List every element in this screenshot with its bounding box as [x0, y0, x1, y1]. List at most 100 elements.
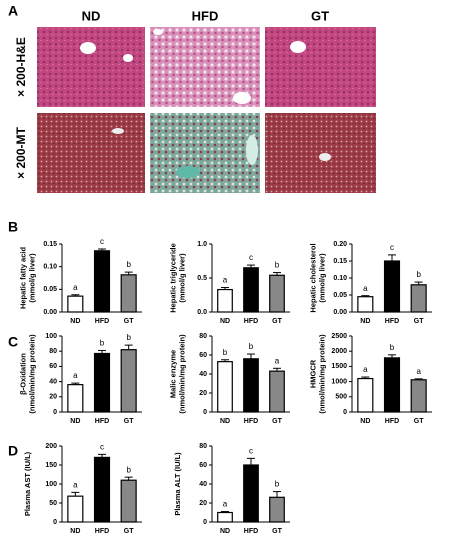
x-tick-label: GT [272, 528, 282, 535]
y-tick-label: 0.00 [43, 309, 57, 316]
y-tick-label: 100 [45, 481, 57, 488]
bar [269, 496, 285, 523]
significance-letter: b [223, 348, 228, 357]
bar [217, 511, 233, 523]
x-tick-label: GT [272, 318, 282, 325]
y-tick-label: 0.00 [333, 309, 347, 316]
x-tick-label: HFD [244, 528, 258, 535]
row-header: × 200-H&E [14, 37, 28, 97]
significance-letter: a [223, 500, 228, 509]
y-tick-label: 40 [49, 378, 57, 385]
x-tick-label: GT [124, 318, 134, 325]
x-tick-label: HFD [95, 418, 109, 425]
bar [93, 250, 111, 313]
significance-letter: b [126, 465, 131, 474]
bar [243, 267, 259, 313]
x-tick-label: ND [360, 418, 370, 425]
y-tick-label: 2500 [331, 333, 347, 340]
y-axis-label: Plasma AST (IU/L) [23, 451, 32, 516]
y-tick-label: 0 [53, 409, 57, 416]
bar [410, 284, 427, 313]
x-tick-label: ND [220, 318, 230, 325]
bar [217, 361, 233, 413]
bar [243, 464, 259, 523]
x-tick-label: HFD [244, 418, 258, 425]
y-tick-label: 40 [199, 371, 207, 378]
x-tick-label: ND [360, 318, 370, 325]
bar [120, 274, 137, 313]
y-axis-label: (mmol/g liver) [177, 253, 186, 303]
column-header: GT [311, 8, 329, 23]
y-tick-label: 20 [199, 500, 207, 507]
bar [410, 379, 427, 413]
bar [269, 274, 285, 313]
y-tick-label: 0.0 [197, 309, 207, 316]
y-tick-label: 1.0 [197, 241, 207, 248]
y-tick-label: 20 [49, 394, 57, 401]
y-axis-label: Hepatic cholesterol [308, 243, 317, 312]
significance-letter: b [416, 270, 421, 279]
bar [67, 295, 84, 313]
y-tick-label: 0.5 [197, 275, 207, 282]
column-header: ND [82, 8, 101, 23]
micrographs [37, 27, 376, 193]
bar [357, 296, 374, 313]
y-tick-label: 60 [199, 462, 207, 469]
panel-label: D [8, 443, 18, 459]
significance-letter: a [416, 367, 421, 376]
y-tick-label: 0.20 [333, 241, 347, 248]
significance-letter: b [249, 342, 254, 351]
y-axis-label: Malic enzyme [168, 350, 177, 398]
significance-letter: c [390, 243, 394, 252]
y-tick-label: 40 [199, 481, 207, 488]
y-axis-label: (nmol/min/mg protein) [177, 334, 186, 414]
y-tick-label: 0.05 [43, 286, 57, 293]
x-tick-label: GT [414, 418, 424, 425]
significance-letter: c [249, 253, 253, 262]
y-tick-label: 200 [45, 443, 57, 450]
panel-label: B [8, 219, 18, 235]
significance-letter: b [126, 260, 131, 269]
bar [93, 456, 111, 523]
significance-letter: a [275, 356, 280, 365]
x-tick-label: GT [124, 418, 134, 425]
x-tick-label: ND [220, 418, 230, 425]
x-tick-label: HFD [95, 318, 109, 325]
row-header: × 200-MT [14, 126, 28, 178]
y-tick-label: 60 [49, 363, 57, 370]
significance-letter: c [249, 446, 253, 455]
y-axis-label: (mmol/g liver) [317, 253, 326, 303]
significance-letter: b [390, 343, 395, 352]
y-tick-label: 500 [335, 394, 347, 401]
y-tick-label: 0.10 [43, 264, 57, 271]
y-tick-label: 0 [203, 409, 207, 416]
y-tick-label: 100 [45, 333, 57, 340]
x-tick-label: ND [220, 528, 230, 535]
y-tick-label: 150 [45, 462, 57, 469]
x-tick-label: ND [70, 318, 80, 325]
significance-letter: a [73, 283, 78, 292]
significance-letter: b [100, 339, 105, 348]
y-tick-label: 0.15 [333, 258, 347, 265]
bar [93, 352, 111, 413]
y-axis-label: HMGCR [308, 359, 317, 388]
bar [383, 357, 401, 413]
bar [67, 495, 84, 523]
x-tick-label: ND [70, 528, 80, 535]
significance-letter: a [363, 365, 368, 374]
x-tick-label: GT [124, 528, 134, 535]
x-tick-label: HFD [95, 528, 109, 535]
bar [357, 377, 374, 413]
y-tick-label: 2000 [331, 348, 347, 355]
y-tick-label: 0 [343, 409, 347, 416]
significance-letter: b [126, 333, 131, 342]
x-tick-label: HFD [385, 418, 399, 425]
y-tick-label: 80 [199, 333, 207, 340]
y-tick-label: 0 [53, 519, 57, 526]
bar [67, 384, 84, 413]
significance-letter: b [275, 261, 280, 270]
y-axis-label: Hepatic triglyceride [168, 243, 177, 313]
panel-label: C [8, 334, 18, 350]
significance-letter: a [363, 284, 368, 293]
x-tick-label: GT [272, 418, 282, 425]
